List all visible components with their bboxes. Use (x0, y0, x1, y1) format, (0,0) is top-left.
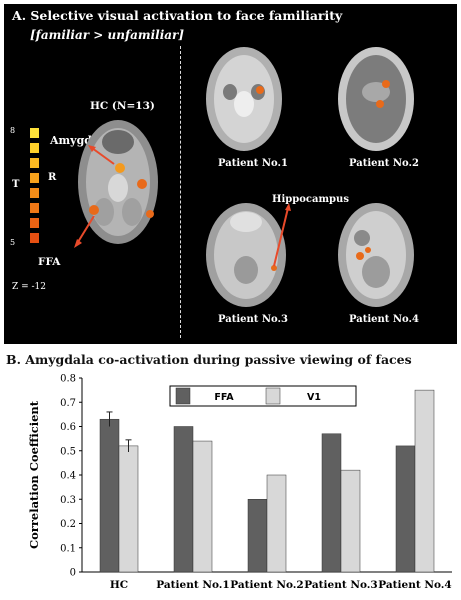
patient-3-label: Patient No.3 (218, 314, 288, 325)
patient-1-scan (206, 47, 282, 151)
panel-divider (180, 46, 181, 338)
z-label: Z = -12 (12, 282, 47, 292)
bar-ffa (395, 445, 416, 573)
hc-label: HC (N=13) (90, 100, 155, 112)
bar-ffa (173, 426, 194, 573)
patient-4-label: Patient No.4 (349, 314, 419, 325)
panel-a: A. Selective visual activation to face f… (4, 4, 457, 344)
bar-v1 (340, 469, 361, 573)
y-tick-label: 0 (70, 568, 76, 579)
bar-v1 (266, 474, 287, 573)
hippocampus-label: Hippocampus (272, 194, 349, 205)
x-tick-label: Patient No.2 (230, 579, 303, 591)
x-tick-label: Patient No.3 (304, 579, 377, 591)
y-tick-label: 0.2 (60, 519, 76, 530)
t-label: T (12, 179, 20, 190)
y-tick-label: 0.1 (60, 543, 76, 554)
bar-ffa (247, 499, 268, 573)
patient-2-label: Patient No.2 (349, 158, 419, 169)
patient-2-scan (338, 47, 414, 151)
r-label: R (48, 172, 57, 183)
ffa-label: FFA (38, 256, 61, 268)
y-tick-label: 0.5 (60, 446, 76, 457)
bar-v1 (414, 389, 435, 573)
bar-ffa (99, 418, 120, 573)
y-axis-label: Correlation Coefficient (27, 400, 41, 549)
x-tick-label: Patient No.4 (378, 579, 451, 591)
patient-1-label: Patient No.1 (218, 158, 288, 169)
y-tick-label: 0.3 (60, 495, 76, 506)
scale-max-label: 8 (10, 126, 16, 135)
y-tick-label: 0.8 (60, 374, 76, 385)
panel-a-title: A. Selective visual activation to face f… (12, 8, 343, 23)
legend-box (169, 385, 357, 407)
t-color-scale (30, 128, 39, 243)
legend-swatch-v1 (265, 387, 281, 405)
panel-a-subtitle: [familiar > unfamiliar] (30, 28, 185, 42)
y-tick-label: 0.4 (60, 471, 76, 482)
scale-min-label: 5 (10, 238, 16, 247)
patient-3-scan (206, 203, 291, 307)
x-tick-label: Patient No.1 (156, 579, 229, 591)
y-tick-label: 0.6 (60, 422, 76, 433)
bar-chart: 0 0.1 0.2 0.3 0.4 0.5 0.6 0.7 0.8 Correlation Coe… (27, 374, 452, 591)
legend-swatch-ffa (175, 387, 191, 405)
y-tick-label: 0.7 (60, 398, 76, 409)
hc-brain-scan (74, 120, 158, 248)
patient-4-scan (338, 203, 414, 307)
x-tick-label: HC (110, 579, 128, 591)
panel-b-title: B. Amygdala co-activation during passive… (6, 352, 412, 367)
bar-ffa (321, 433, 342, 573)
legend-label-ffa: FFA (214, 392, 234, 403)
bar-v1 (118, 445, 139, 573)
legend-label-v1: V1 (307, 392, 321, 403)
bar-v1 (192, 440, 213, 573)
